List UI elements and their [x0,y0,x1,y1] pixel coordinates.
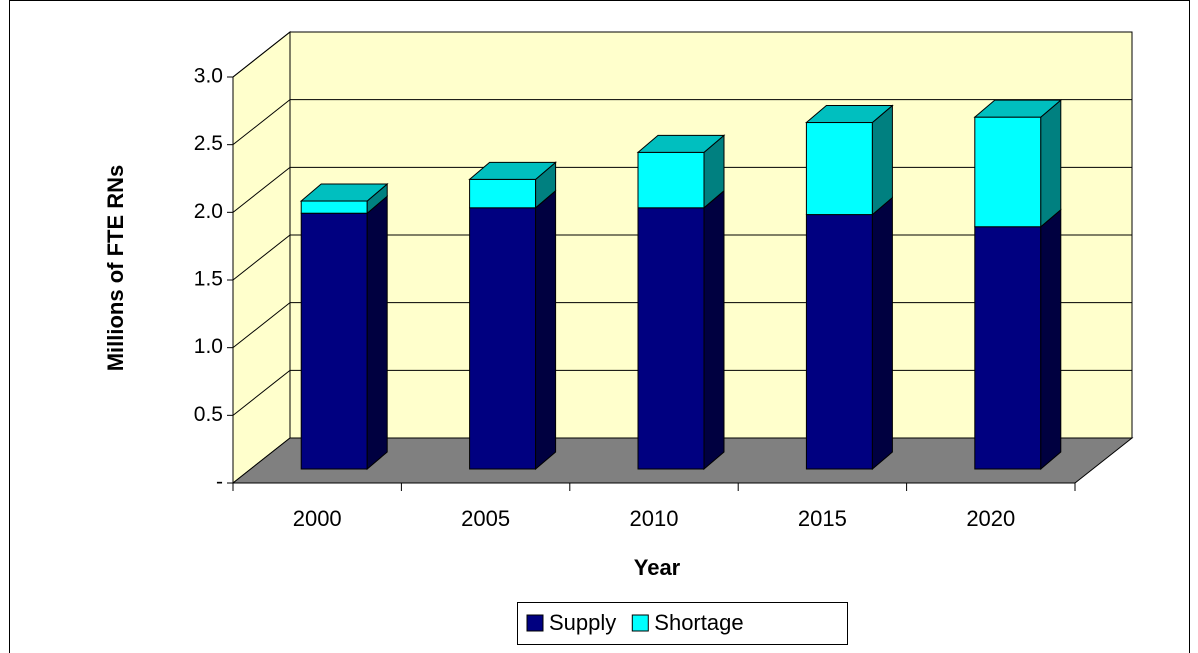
legend-swatch [631,614,649,632]
bar-front [805,214,873,470]
legend-label: Supply [549,610,616,635]
y-tick-label: 2.5 [194,132,223,155]
bar-side [1040,99,1062,228]
grid-line [232,31,291,78]
y-tick-label: - [216,471,223,494]
x-axis-title: Year [634,555,681,580]
bar-front [974,116,1042,228]
bar-front [469,178,537,209]
bar-side [871,104,893,216]
grid-line [232,99,291,146]
x-tick-label: 2005 [461,506,510,531]
bar-front [469,207,537,470]
legend-label: Shortage [654,610,743,635]
x-tick-label: 2020 [966,506,1015,531]
x-tick-label: 2010 [630,506,679,531]
y-tick-label: 1.5 [194,268,223,291]
bar-side [535,189,557,471]
bar-front [300,212,368,470]
bar-top [299,183,389,202]
bar-top [636,134,726,153]
legend-box [517,602,848,645]
bar-top [805,105,894,124]
y-tick-label: 2.0 [194,200,223,223]
bar-front [637,207,705,470]
grid-line [232,166,291,213]
bar-front [637,151,705,209]
bar-front [974,226,1042,470]
legend-swatch [526,614,544,632]
bar-front [300,200,368,214]
bar-side [366,195,388,471]
grid-line [232,234,291,281]
bar-side [1040,208,1062,471]
bar-top [468,161,557,180]
y-tick-label: 0.5 [194,403,223,426]
x-tick-label: 2000 [293,506,342,531]
grid-line [232,302,291,349]
y-tick-label: 3.0 [194,65,223,88]
bar-side [703,189,725,471]
y-tick-label: 1.0 [194,335,223,358]
bar-side [871,196,893,471]
grid-line [232,369,291,416]
bar-top [973,99,1063,118]
x-tick-label: 2015 [798,506,847,531]
bar-front [805,122,873,216]
y-axis-title: Millions of FTE RNs [103,165,128,372]
